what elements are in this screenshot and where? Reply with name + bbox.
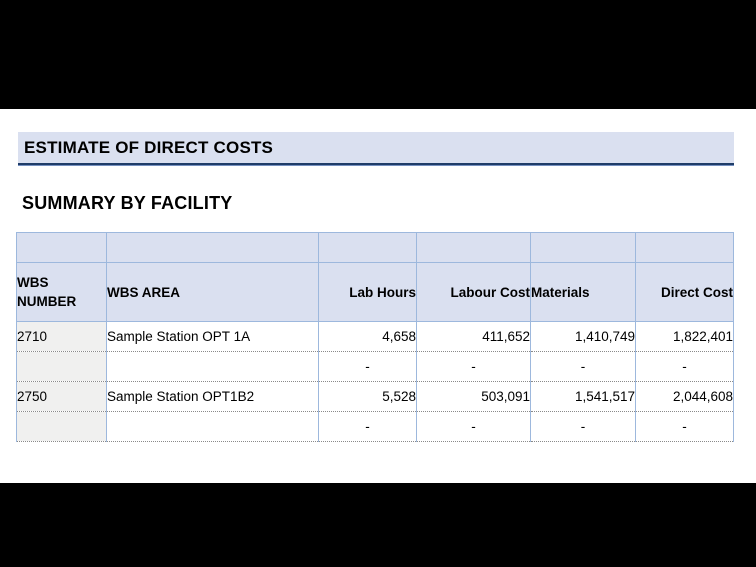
section-title: SUMMARY BY FACILITY — [22, 193, 233, 213]
cell-direct-cost: - — [635, 411, 734, 442]
column-header-wbs-area: WBS AREA — [106, 262, 319, 322]
cell-wbs-number: 2710 — [16, 321, 107, 352]
cell-wbs-number: 2750 — [16, 381, 107, 412]
spacer-cell — [16, 232, 107, 263]
spacer-cell — [635, 232, 734, 263]
cell-materials: 1,541,517 — [530, 381, 636, 412]
cell-wbs-number — [16, 351, 107, 382]
column-header-lab-hours: Lab Hours — [318, 262, 417, 322]
cell-wbs-area: Sample Station OPT 1A — [106, 321, 319, 352]
column-header-direct-cost: Direct Cost — [635, 262, 734, 322]
cell-direct-cost: 1,822,401 — [635, 321, 734, 352]
cell-wbs-number — [16, 411, 107, 442]
page-title: ESTIMATE OF DIRECT COSTS — [24, 138, 274, 157]
spacer-cell — [106, 232, 319, 263]
cell-wbs-area: Sample Station OPT1B2 — [106, 381, 319, 412]
header-row: WBS NUMBER WBS AREA Lab Hours Labour Cos… — [16, 262, 734, 322]
column-header-wbs-number: WBS NUMBER — [16, 262, 107, 322]
spacer-row — [16, 232, 734, 263]
cell-labour-cost: 411,652 — [416, 321, 531, 352]
cell-wbs-area — [106, 351, 319, 382]
top-letterbox-bar — [0, 0, 756, 109]
cell-labour-cost: - — [416, 351, 531, 382]
bottom-letterbox-bar — [0, 483, 756, 567]
cell-lab-hours: - — [318, 411, 417, 442]
spacer-cell — [318, 232, 417, 263]
cell-lab-hours: 4,658 — [318, 321, 417, 352]
spacer-cell — [416, 232, 531, 263]
table-row: - - - - — [16, 351, 734, 382]
cell-wbs-area — [106, 411, 319, 442]
table-row: - - - - — [16, 411, 734, 442]
cell-labour-cost: 503,091 — [416, 381, 531, 412]
column-header-materials: Materials — [530, 262, 636, 322]
cell-materials: - — [530, 411, 636, 442]
cell-materials: 1,410,749 — [530, 321, 636, 352]
cell-labour-cost: - — [416, 411, 531, 442]
cell-lab-hours: 5,528 — [318, 381, 417, 412]
cell-lab-hours: - — [318, 351, 417, 382]
summary-by-facility-table: WBS NUMBER WBS AREA Lab Hours Labour Cos… — [16, 232, 734, 442]
cell-direct-cost: - — [635, 351, 734, 382]
cell-materials: - — [530, 351, 636, 382]
spacer-cell — [530, 232, 636, 263]
column-header-labour-cost: Labour Cost — [416, 262, 531, 322]
report-title-bar: ESTIMATE OF DIRECT COSTS — [18, 132, 734, 163]
table-row: 2750 Sample Station OPT1B2 5,528 503,091… — [16, 381, 734, 412]
cell-direct-cost: 2,044,608 — [635, 381, 734, 412]
table-row: 2710 Sample Station OPT 1A 4,658 411,652… — [16, 321, 734, 352]
